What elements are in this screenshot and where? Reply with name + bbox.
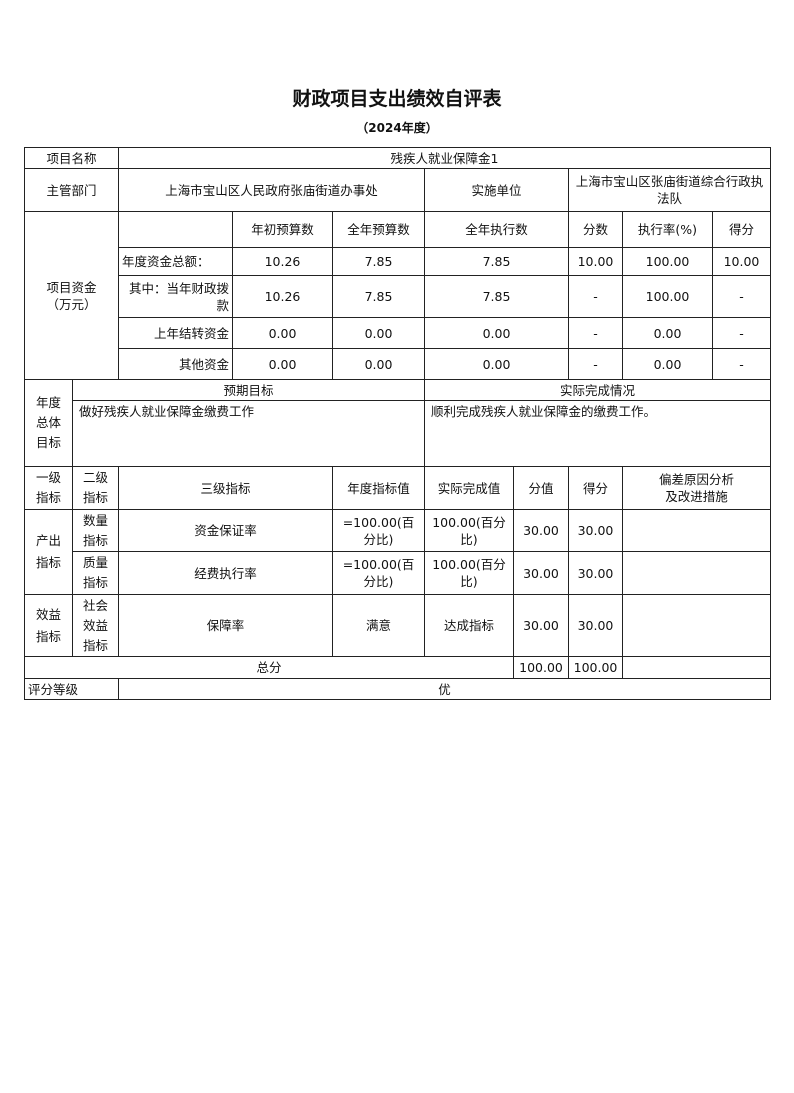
funds-cell: - — [712, 348, 771, 380]
indicator-header: 得分 — [568, 466, 623, 510]
actual-goal-header: 实际完成情况 — [424, 379, 771, 401]
funds-corner — [118, 211, 233, 248]
funds-cell: 7.85 — [424, 247, 569, 276]
page-title: 财政项目支出绩效自评表 — [292, 88, 502, 110]
indicator-target: =100.00(百分比) — [332, 509, 425, 552]
funds-header: 执行率(%) — [622, 211, 713, 248]
indicator-l2: 数量指标 — [72, 509, 119, 552]
indicator-l2: 质量指标 — [72, 551, 119, 595]
funds-cell: - — [712, 275, 771, 318]
project-name-label: 项目名称 — [24, 147, 119, 169]
funds-cell: 0.00 — [424, 348, 569, 380]
impl-label: 实施单位 — [424, 168, 569, 212]
indicator-l3: 资金保证率 — [118, 509, 333, 552]
indicator-header: 实际完成值 — [424, 466, 514, 510]
funds-header: 年初预算数 — [232, 211, 333, 248]
indicator-note — [622, 551, 771, 595]
funds-row-label: 其中：当年财政拨款 — [118, 275, 233, 318]
total-value: 100.00 — [513, 656, 569, 679]
funds-cell: 10.26 — [232, 247, 333, 276]
funds-cell: 100.00 — [622, 247, 713, 276]
level1-output: 产出指标 — [24, 509, 73, 595]
indicator-score: 30.00 — [568, 594, 623, 657]
funds-cell: 0.00 — [424, 317, 569, 349]
funds-cell: 10.00 — [712, 247, 771, 276]
total-score: 100.00 — [568, 656, 623, 679]
indicator-score: 30.00 — [568, 509, 623, 552]
indicator-note — [622, 509, 771, 552]
indicator-header: 二级指标 — [72, 466, 119, 510]
funds-cell: - — [712, 317, 771, 349]
total-note — [622, 656, 771, 679]
funds-cell: 0.00 — [622, 317, 713, 349]
indicator-header: 年度指标值 — [332, 466, 425, 510]
indicator-l2: 社会效益指标 — [72, 594, 119, 657]
indicator-l3: 保障率 — [118, 594, 333, 657]
funds-cell: 7.85 — [424, 275, 569, 318]
funds-cell: - — [568, 317, 623, 349]
indicator-target: =100.00(百分比) — [332, 551, 425, 595]
goals-label: 年度总体目标 — [24, 379, 73, 467]
funds-cell: 0.00 — [332, 317, 425, 349]
indicator-score-value: 30.00 — [513, 594, 569, 657]
indicator-actual: 100.00(百分比) — [424, 509, 514, 552]
funds-cell: 0.00 — [332, 348, 425, 380]
total-label: 总分 — [24, 656, 514, 679]
funds-row-label: 上年结转资金 — [118, 317, 233, 349]
funds-row-label: 其他资金 — [118, 348, 233, 380]
funds-header: 全年执行数 — [424, 211, 569, 248]
funds-cell: 0.00 — [232, 348, 333, 380]
indicator-target: 满意 — [332, 594, 425, 657]
dept-label: 主管部门 — [24, 168, 119, 212]
funds-cell: 7.85 — [332, 275, 425, 318]
funds-label: 项目资金（万元） — [24, 211, 119, 380]
grade-value: 优 — [118, 678, 771, 700]
indicator-score-value: 30.00 — [513, 551, 569, 595]
indicator-actual: 达成指标 — [424, 594, 514, 657]
indicator-score-value: 30.00 — [513, 509, 569, 552]
indicator-header: 偏差原因分析及改进措施 — [622, 466, 771, 510]
indicator-l3: 经费执行率 — [118, 551, 333, 595]
grade-label: 评分等级 — [24, 678, 119, 700]
expected-goal: 做好残疾人就业保障金缴费工作 — [72, 400, 425, 467]
funds-cell: 0.00 — [622, 348, 713, 380]
level1-benefit: 效益指标 — [24, 594, 73, 657]
funds-cell: 7.85 — [332, 247, 425, 276]
indicator-score: 30.00 — [568, 551, 623, 595]
impl: 上海市宝山区张庙街道综合行政执法队 — [568, 168, 771, 212]
funds-cell: - — [568, 275, 623, 318]
project-name: 残疾人就业保障金1 — [118, 147, 771, 169]
indicator-header: 一级指标 — [24, 466, 73, 510]
funds-cell: 10.00 — [568, 247, 623, 276]
page-subtitle: （2024年度） — [356, 121, 438, 135]
funds-row-label: 年度资金总额： — [118, 247, 233, 276]
funds-cell: 0.00 — [232, 317, 333, 349]
indicator-header: 分值 — [513, 466, 569, 510]
expected-goal-header: 预期目标 — [72, 379, 425, 401]
funds-header: 得分 — [712, 211, 771, 248]
funds-cell: - — [568, 348, 623, 380]
indicator-actual: 100.00(百分比) — [424, 551, 514, 595]
indicator-note — [622, 594, 771, 657]
dept: 上海市宝山区人民政府张庙街道办事处 — [118, 168, 425, 212]
funds-cell: 10.26 — [232, 275, 333, 318]
funds-header: 分数 — [568, 211, 623, 248]
funds-header: 全年预算数 — [332, 211, 425, 248]
funds-cell: 100.00 — [622, 275, 713, 318]
indicator-header: 三级指标 — [118, 466, 333, 510]
actual-goal: 顺利完成残疾人就业保障金的缴费工作。 — [424, 400, 771, 467]
